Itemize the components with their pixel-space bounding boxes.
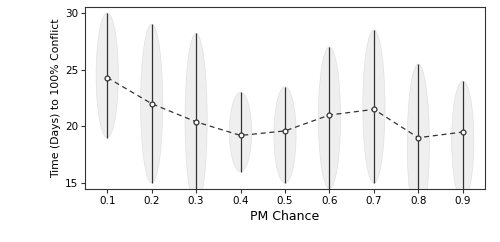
Ellipse shape — [407, 64, 430, 223]
Ellipse shape — [363, 30, 385, 183]
Ellipse shape — [274, 87, 296, 183]
Ellipse shape — [452, 81, 474, 200]
Y-axis label: Time (Days) to 100% Conflict: Time (Days) to 100% Conflict — [50, 18, 60, 178]
Ellipse shape — [96, 13, 118, 138]
Ellipse shape — [185, 33, 207, 206]
Ellipse shape — [140, 24, 163, 183]
Ellipse shape — [318, 47, 340, 189]
X-axis label: PM Chance: PM Chance — [250, 210, 320, 223]
Ellipse shape — [230, 92, 252, 172]
